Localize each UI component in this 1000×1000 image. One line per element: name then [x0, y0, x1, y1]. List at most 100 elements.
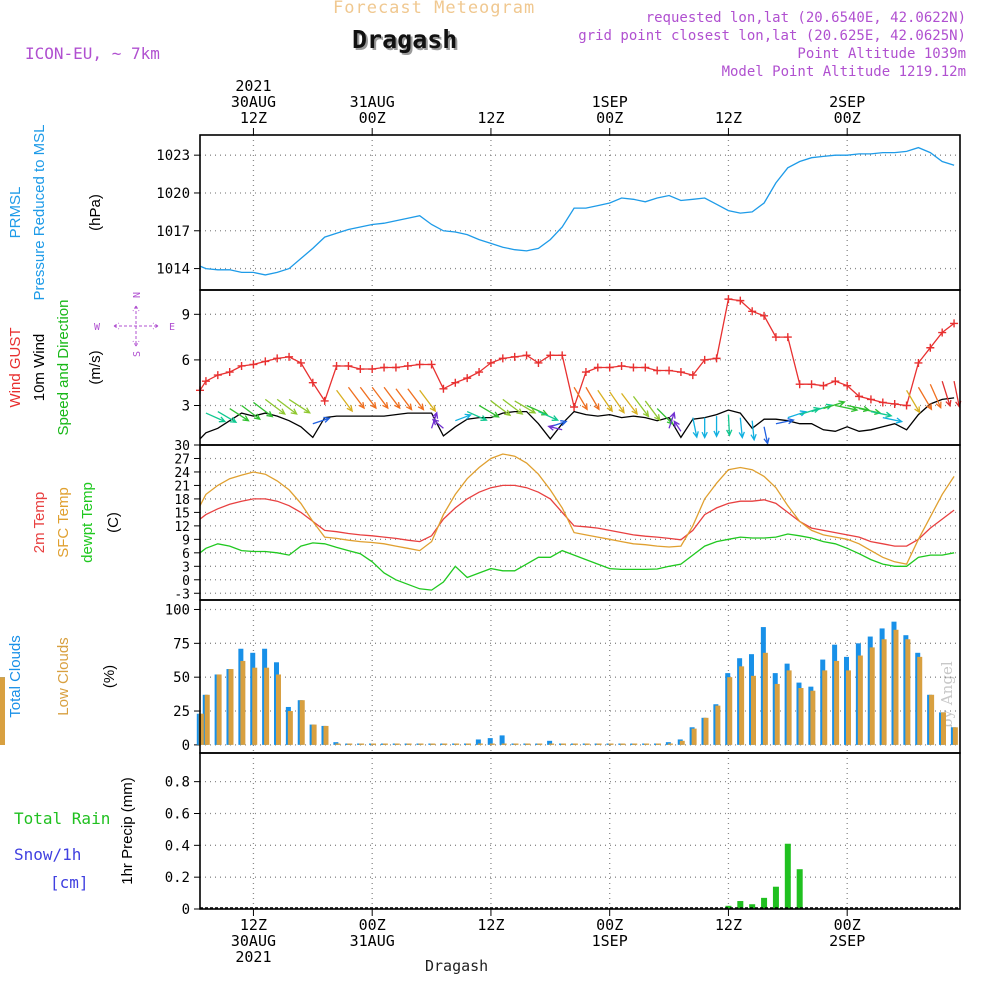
legend-snow-unit: [cm]	[50, 873, 89, 892]
wind-direction-arrow	[217, 411, 238, 424]
wind-direction-arrow	[941, 380, 952, 408]
model-label: ICON-EU, ~ 7km	[25, 44, 160, 63]
gust-marker	[581, 368, 590, 377]
gust-marker	[380, 363, 389, 372]
gust-marker	[676, 368, 685, 377]
gridpoint-location: grid point closest lon,lat (20.625E, 42.…	[578, 28, 966, 44]
low-cloud-bar	[596, 743, 602, 745]
y-tick-label: 1017	[156, 224, 190, 240]
low-cloud-bar	[857, 655, 863, 745]
axis-label-wind-gust: Wind GUST	[7, 327, 24, 407]
wind-direction-arrow	[823, 400, 846, 410]
bottom-axis-label: 12Z	[240, 916, 267, 934]
wind-direction-arrow	[431, 418, 444, 429]
gust-marker	[213, 371, 222, 380]
low-cloud-bar	[430, 743, 436, 745]
low-cloud-bar	[442, 743, 448, 745]
wind-direction-arrow	[312, 416, 331, 425]
rain-bar	[796, 869, 803, 909]
low-cloud-bar	[537, 743, 543, 745]
total-cloud-bar	[499, 735, 505, 745]
wind-direction-arrow	[870, 410, 893, 418]
low-cloud-bar	[608, 743, 614, 745]
low-cloud-bar	[228, 669, 234, 745]
series-sfc-temp	[199, 453, 955, 565]
top-axis-label: 12Z	[477, 109, 504, 127]
low-cloud-bar	[323, 725, 329, 745]
wind-direction-arrow	[490, 400, 512, 417]
y-tick-label: 27	[174, 452, 190, 467]
low-cloud-bar	[287, 711, 293, 745]
wind-direction-arrow	[359, 386, 377, 410]
low-cloud-bar	[299, 700, 305, 745]
y-tick-label: 6	[182, 353, 190, 369]
low-cloud-bar	[620, 743, 626, 745]
wind-direction-arrow	[288, 398, 311, 414]
wind-direction-arrow	[241, 404, 262, 421]
low-cloud-bar	[501, 743, 507, 745]
gust-marker	[795, 380, 804, 389]
bottom-axis-label: 2021	[235, 948, 271, 966]
wind-direction-arrow	[750, 420, 757, 442]
low-cloud-bar	[727, 677, 733, 745]
low-cloud-bar	[940, 712, 946, 745]
gust-marker	[510, 352, 519, 361]
gust-marker	[391, 363, 400, 372]
axis-label-low-clouds: Low Clouds	[55, 637, 72, 715]
low-cloud-bar	[881, 639, 887, 745]
wind-direction-arrow	[478, 404, 500, 418]
y-tick-label: 1020	[156, 186, 190, 202]
wind-direction-arrow	[419, 389, 437, 413]
total-cloud-bar	[487, 738, 493, 745]
top-axis-label: 12Z	[240, 109, 267, 127]
top-axis-label: 2SEP	[829, 93, 865, 111]
header-subtitle: Forecast Meteogram	[333, 0, 536, 18]
series-wind-gust	[199, 298, 955, 410]
y-tick-label: 12	[174, 520, 190, 535]
gust-marker	[831, 377, 840, 386]
low-cloud-bar	[0, 712, 5, 745]
low-cloud-bar	[359, 743, 365, 745]
y-tick-label: 18	[174, 493, 190, 508]
low-cloud-bar	[929, 694, 935, 745]
panel-frame	[199, 134, 961, 291]
wind-direction-arrow	[644, 400, 661, 422]
panel-wind: 3 6 9 Wind GUST 10m Wind Speed and Direction (…	[7, 289, 962, 446]
low-cloud-bar	[869, 647, 875, 745]
y-tick-label: 21	[174, 479, 190, 494]
wind-direction-arrow	[882, 417, 904, 424]
legend-snow: Snow/1h	[14, 845, 81, 864]
low-cloud-bar	[240, 660, 246, 745]
gust-marker	[843, 381, 852, 390]
gust-marker	[760, 311, 769, 320]
top-axis-label: 00Z	[596, 109, 623, 127]
y-tick-label: 0.4	[165, 838, 190, 854]
gust-marker	[890, 399, 899, 408]
top-axis-label: 00Z	[834, 109, 861, 127]
wind-direction-arrow	[253, 401, 274, 418]
gust-marker	[201, 377, 210, 386]
gust-marker	[273, 354, 282, 363]
low-cloud-bar	[679, 740, 685, 745]
legend-total-rain: Total Rain	[14, 809, 110, 828]
low-cloud-bar	[644, 743, 650, 745]
header-title: Dragash	[352, 25, 458, 54]
low-cloud-bar	[477, 743, 483, 745]
wind-direction-arrow	[775, 417, 795, 425]
gust-marker	[558, 351, 567, 360]
y-tick-label: 15	[174, 506, 190, 521]
y-tick-label: 6	[182, 547, 190, 562]
y-tick-label: 1023	[156, 148, 190, 164]
gust-marker	[463, 374, 472, 383]
low-cloud-bar	[406, 743, 412, 745]
gust-marker	[926, 343, 935, 352]
low-cloud-bar	[798, 688, 804, 745]
bottom-axis-label: 00Z	[596, 916, 623, 934]
wind-direction-arrow	[632, 395, 650, 418]
y-tick-label: 0.2	[165, 870, 190, 886]
gust-marker	[653, 366, 662, 375]
low-cloud-bar	[264, 667, 270, 745]
low-cloud-bar	[525, 743, 531, 745]
low-cloud-bar	[549, 743, 555, 745]
wind-direction-arrow	[526, 404, 549, 416]
